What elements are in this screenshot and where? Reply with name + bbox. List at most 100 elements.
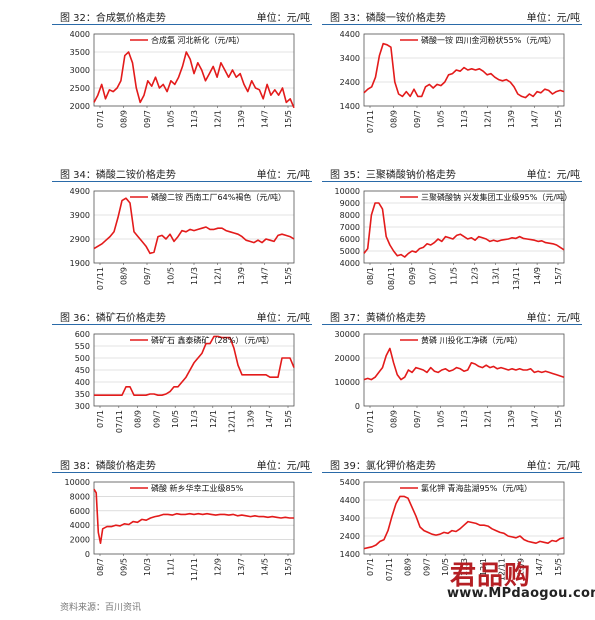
series-line: [363, 495, 565, 550]
legend-label: 氯化钾 青海盐湖95%（元/吨）: [421, 483, 532, 493]
x-tick-label: 13/9: [507, 410, 516, 428]
y-tick-label: 2400: [340, 532, 360, 541]
x-tick-label: 12/1: [214, 267, 223, 285]
panel-unit: 单位：元/吨: [256, 461, 310, 472]
x-tick-label: 07/1: [96, 110, 105, 128]
y-tick-label: 1900: [70, 259, 90, 268]
y-tick-label: 600: [75, 330, 90, 339]
panel-header: 图 35：三聚磷酸钠价格走势 单位：元/吨: [322, 165, 582, 182]
panel-header: 图 34：磷酸二铵价格走势 单位：元/吨: [52, 165, 312, 182]
x-tick-label: 15/3: [284, 558, 293, 576]
y-tick-label: 4900: [70, 187, 90, 196]
x-tick-label: 13/9: [507, 110, 516, 128]
chart-panel-ammonia: 图 32：合成氨价格走势 单位：元/吨 2000 2500 3000 3500 4000…: [52, 8, 312, 153]
y-tick-label: 20000: [335, 354, 360, 363]
panel-header: 图 36：磷矿石价格走势 单位：元/吨: [52, 308, 312, 325]
x-tick-label: 10/7: [429, 267, 438, 285]
panel-unit: 单位：元/吨: [526, 461, 580, 472]
y-tick-label: 3400: [340, 54, 360, 63]
x-tick-label: 10/5: [437, 410, 446, 428]
y-tick-label: 300: [75, 402, 90, 411]
y-tick-label: 4000: [70, 30, 90, 39]
chart-panel-yellow-phosphorus: 图 37：黄磷价格走势 单位：元/吨 0 10000 20000 30000 07/11…: [322, 308, 582, 453]
x-tick-label: 07/11: [366, 110, 375, 133]
x-tick-label: 15/5: [284, 410, 293, 428]
y-tick-label: 2400: [340, 78, 360, 87]
panel-caption: 图 34：磷酸二铵价格走势: [60, 170, 176, 181]
y-tick-label: 4400: [340, 30, 360, 39]
x-tick-label: 14/7: [261, 267, 270, 285]
y-tick-label: 6000: [70, 507, 90, 516]
legend-label: 磷矿石 鑫泰磷矿（28%）（元/吨）: [151, 335, 274, 345]
y-tick-label: 400: [75, 378, 90, 387]
panel-caption: 图 35：三聚磷酸钠价格走势: [330, 170, 456, 181]
x-tick-label: 11/3: [460, 110, 469, 128]
panel-unit: 单位：元/吨: [526, 170, 580, 181]
panel-unit: 单位：元/吨: [526, 13, 580, 24]
panel-header: 图 37：黄磷价格走势 单位：元/吨: [322, 308, 582, 325]
y-tick-label: 0: [85, 550, 90, 559]
watermark-logo-text: 君品购: [450, 561, 532, 591]
x-tick-label: 10/5: [437, 110, 446, 128]
x-tick-label: 15/5: [554, 410, 563, 428]
y-tick-label: 10000: [335, 187, 360, 196]
panel-caption: 图 36：磷矿石价格走势: [60, 313, 166, 324]
x-tick-label: 07/11: [366, 410, 375, 433]
x-tick-label: 08/11: [387, 267, 396, 290]
x-tick-label: 11/3: [190, 267, 199, 285]
panel-header: 图 33：磷酸一铵价格走势 单位：元/吨: [322, 8, 582, 25]
y-tick-label: 4000: [70, 521, 90, 530]
y-tick-label: 5000: [340, 247, 360, 256]
x-tick-label: 14/7: [531, 110, 540, 128]
x-tick-label: 08/9: [120, 267, 129, 285]
x-tick-label: 12/11: [228, 410, 237, 433]
x-tick-label: 10/5: [441, 558, 450, 576]
line-chart: 2000 2500 3000 3500 4000 07/1 08/9 09/7 10/5 11/3…: [70, 30, 295, 128]
x-tick-label: 11/3: [460, 410, 469, 428]
x-tick-label: 15/5: [554, 558, 563, 576]
x-tick-label: 14/7: [261, 110, 270, 128]
y-tick-label: 5400: [340, 478, 360, 487]
x-tick-label: 09/5: [120, 558, 129, 576]
x-tick-label: 12/1: [484, 110, 493, 128]
panel-header: 图 32：合成氨价格走势 单位：元/吨: [52, 8, 312, 25]
x-tick-label: 09/7: [143, 267, 152, 285]
panel-unit: 单位：元/吨: [256, 313, 310, 324]
series-line: [93, 197, 295, 255]
series-line: [363, 42, 565, 99]
x-tick-label: 14/7: [535, 558, 544, 576]
line-chart: 300 350 400 450 500 550 600 07/1 07/11 08/9 09/7 10…: [75, 330, 295, 433]
x-tick-label: 12/11: [498, 558, 507, 581]
x-tick-label: 07/11: [96, 267, 105, 290]
series-line: [363, 202, 565, 258]
y-tick-label: 4400: [340, 496, 360, 505]
chart-panel-phosphate-rock: 图 36：磷矿石价格走势 单位：元/吨 300 350 400 450 500 550 60…: [52, 308, 312, 453]
y-tick-label: 450: [75, 366, 90, 375]
x-tick-label: 07/1: [366, 558, 375, 576]
watermark-url: www.MPdaogou.com: [447, 586, 595, 601]
x-tick-label: 08/7: [96, 558, 105, 576]
chart-panel-stpp: 图 35：三聚磷酸钠价格走势 单位：元/吨 4000 5000 6000 7000 80…: [322, 165, 582, 310]
x-tick-label: 11/5: [450, 267, 459, 285]
x-tick-label: 13/9: [246, 410, 255, 428]
y-tick-label: 3000: [70, 66, 90, 75]
line-chart: 4000 5000 6000 7000 8000 9000 10000 08/1 08/11 09…: [335, 187, 572, 290]
watermark-logo: 君品购: [450, 555, 590, 591]
x-tick-label: 12/1: [214, 110, 223, 128]
y-tick-label: 8000: [70, 492, 90, 501]
x-tick-label: 11/3: [190, 410, 199, 428]
y-tick-label: 7000: [340, 223, 360, 232]
y-tick-label: 3400: [340, 514, 360, 523]
x-tick-label: 10/5: [167, 267, 176, 285]
x-tick-label: 08/9: [390, 110, 399, 128]
y-tick-label: 9000: [340, 199, 360, 208]
source-footer: 资料来源：百川资讯: [60, 603, 142, 613]
x-tick-label: 10/5: [167, 110, 176, 128]
y-tick-label: 0: [355, 402, 360, 411]
y-tick-label: 3500: [70, 48, 90, 57]
x-tick-label: 14/9: [533, 267, 542, 285]
line-chart: 1900 2900 3900 4900 07/11 08/9 09/7 10/5 11/3 12/…: [70, 187, 295, 290]
x-tick-label: 09/7: [413, 410, 422, 428]
legend-label: 磷酸一铵 四川金河粉状55%（元/吨）: [421, 35, 556, 45]
